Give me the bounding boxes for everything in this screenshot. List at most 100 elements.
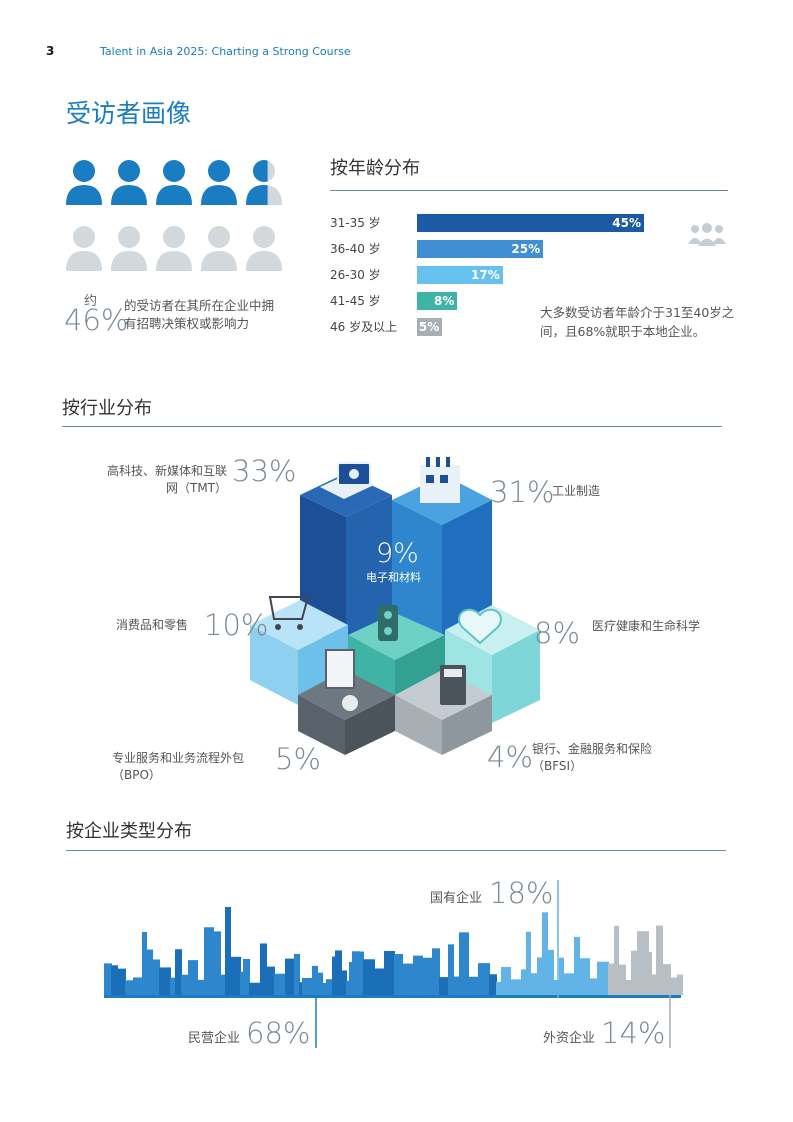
age-bar: 17% <box>417 266 503 284</box>
skyline-building <box>631 950 638 995</box>
skyline-building <box>625 979 632 995</box>
skyline-building <box>489 974 497 995</box>
skyline-building <box>394 953 403 995</box>
industry-health-label: 医疗健康和生命科学 <box>592 619 701 633</box>
person-icon <box>201 226 237 271</box>
industry-elec-label: 电子和材料 <box>366 571 421 584</box>
age-bar-label: 26-30 岁 <box>330 268 381 282</box>
skyline-building <box>299 982 303 995</box>
skyline-building <box>542 912 548 995</box>
skyline-building <box>117 968 126 995</box>
age-bar-label: 46 岁及以上 <box>330 320 398 334</box>
industry-consumer-percent: 10% <box>204 608 269 642</box>
skyline-building <box>104 963 112 995</box>
hiring-percent: 46% <box>64 303 129 337</box>
industry-bfsi-percent: 4% <box>487 740 534 774</box>
industry-isometric-illustration <box>250 457 540 755</box>
skyline-building <box>274 973 286 995</box>
skyline-building <box>326 979 333 995</box>
company-soe-percent: 18% <box>489 876 554 910</box>
company-divider <box>66 850 726 851</box>
skyline-building <box>335 950 342 995</box>
skyline-building <box>510 979 522 995</box>
page-title: 受访者画像 <box>66 99 192 128</box>
skyline-building <box>537 957 543 995</box>
skyline-building <box>448 944 454 995</box>
company-foreign-label: 外资企业 <box>543 1031 596 1046</box>
skyline-building <box>374 968 385 995</box>
skyline-building <box>402 963 414 995</box>
city-skyline-illustration <box>104 880 683 1048</box>
skyline-building <box>439 977 449 995</box>
age-divider <box>330 190 728 191</box>
skyline-building <box>349 961 353 995</box>
skyline-building <box>146 949 153 995</box>
skyline-building <box>384 950 395 995</box>
skyline-building <box>670 977 678 995</box>
skyline-building <box>175 949 182 995</box>
skyline-building <box>243 958 250 995</box>
skyline-building <box>662 964 671 995</box>
industry-mfg-label: 工业制造 <box>552 484 601 498</box>
skyline-building <box>302 977 313 995</box>
skyline-building <box>359 951 364 995</box>
skyline-building <box>317 972 323 995</box>
skyline-building <box>648 951 652 995</box>
age-bar: 8% <box>417 292 458 310</box>
company-private-percent: 68% <box>246 1016 311 1050</box>
skyline-building <box>614 925 619 995</box>
age-bar-chart: 31-35 岁 45% 36-40 岁 25% 26-30 岁 17% 41-45 岁 8% 4… <box>330 212 660 342</box>
industry-consumer-label: 消费品和零售 <box>116 618 189 632</box>
skyline-building <box>459 932 469 995</box>
company-private-label: 民营企业 <box>188 1031 241 1046</box>
skyline-building <box>422 957 433 995</box>
industry-bpo-percent: 5% <box>275 742 322 776</box>
skyline-building <box>249 982 261 995</box>
company-soe-label: 国有企业 <box>430 891 483 906</box>
skyline-building <box>559 957 564 995</box>
industry-elec-percent: 9% <box>376 538 419 569</box>
age-bar: 25% <box>417 240 544 258</box>
person-icon <box>111 226 147 271</box>
skyline-building <box>608 963 615 995</box>
skyline-building <box>346 980 350 995</box>
skyline-building <box>188 960 198 995</box>
skyline-building <box>547 949 554 995</box>
age-bar-label: 41-45 岁 <box>330 294 381 308</box>
skyline-building <box>225 906 231 995</box>
skyline-building <box>496 982 502 995</box>
skyline-building <box>468 976 479 995</box>
skyline-building <box>230 956 241 995</box>
skyline-building <box>597 961 609 995</box>
skyline-building <box>159 967 171 995</box>
skyline-building <box>651 974 657 995</box>
age-section-title: 按年龄分布 <box>330 158 420 179</box>
skyline-building <box>526 931 531 995</box>
skyline-building <box>563 973 575 995</box>
person-icon <box>66 160 102 205</box>
skyline-building <box>285 958 295 995</box>
age-bar: 5% <box>417 318 443 336</box>
skyline-building <box>170 977 176 995</box>
skyline-building <box>501 967 511 995</box>
skyline-building <box>266 966 275 995</box>
industry-section-title: 按行业分布 <box>62 398 152 419</box>
skyline-building <box>111 965 118 995</box>
page-number: 3 <box>46 44 55 58</box>
skyline-building <box>432 948 440 995</box>
company-section-title: 按企业类型分布 <box>66 821 192 842</box>
age-bar-label: 31-35 岁 <box>330 216 381 230</box>
skyline-building <box>220 974 226 995</box>
industry-tmt-label: 高科技、新媒体和互联网（TMT） <box>107 464 228 495</box>
skyline-building <box>413 955 423 995</box>
person-icon <box>156 226 192 271</box>
people-icon-grid <box>66 160 282 271</box>
skyline-building <box>521 969 527 995</box>
skyline-building <box>453 976 460 995</box>
skyline-building <box>125 980 134 995</box>
skyline-building <box>152 959 160 995</box>
industry-divider <box>62 426 722 427</box>
industry-tmt-percent: 33% <box>232 454 297 488</box>
skyline-building <box>197 979 205 995</box>
skyline-building <box>240 971 244 995</box>
